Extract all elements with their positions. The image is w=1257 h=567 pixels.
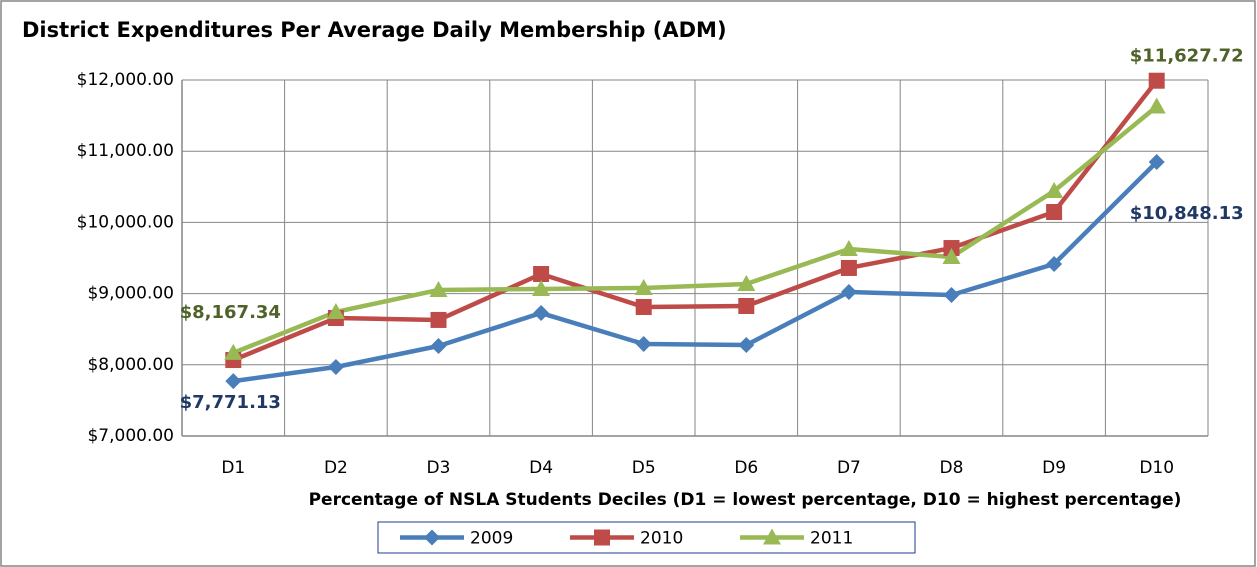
data-label: $10,848.13 [1130,203,1244,224]
data-point [839,240,858,257]
data-point [1148,154,1165,171]
data-point [738,337,755,354]
data-point [532,279,551,296]
series-line [232,79,1159,363]
y-tick-label: $11,000.00 [77,141,174,161]
data-point [840,284,857,301]
data-point [326,302,345,319]
data-point [634,278,653,295]
data-point [533,266,550,283]
data-label: $11,627.72 [1130,46,1244,67]
data-point [1046,204,1063,221]
x-tick-label: D9 [1042,458,1066,478]
legend-marker [424,529,440,546]
data-point [1148,72,1165,89]
legend-label: 2011 [810,529,853,549]
data-point [430,338,447,355]
legend-marker [594,529,610,546]
y-tick-label: $10,000.00 [77,212,174,232]
data-point [635,298,652,315]
data-point [1046,255,1063,272]
data-point [1045,182,1064,199]
x-tick-label: D2 [324,458,348,478]
x-axis-title: Percentage of NSLA Students Deciles (D1 … [309,490,1182,510]
data-point [430,311,447,328]
y-tick-label: $12,000.00 [77,70,174,90]
y-tick-label: $9,000.00 [87,284,174,304]
x-tick-label: D7 [837,458,861,478]
data-point [224,343,243,360]
legend-box [377,521,916,554]
x-tick-label: D6 [734,458,758,478]
data-point [840,259,857,276]
data-label: $7,771.13 [180,392,281,413]
data-point [943,287,960,304]
chart-title: District Expenditures Per Average Daily … [22,18,727,42]
data-point [533,305,550,322]
series-line [232,160,1159,384]
data-point [738,297,755,314]
data-point [429,280,448,297]
legend-marker [763,528,781,545]
legend-label: 2010 [640,529,683,549]
y-tick-label: $7,000.00 [87,426,174,446]
x-tick-label: D3 [427,458,451,478]
x-tick-label: D5 [632,458,656,478]
x-tick-label: D10 [1139,458,1174,478]
data-point [225,373,242,390]
data-point [737,274,756,291]
data-point [942,248,961,265]
data-point [327,359,344,376]
x-tick-label: D1 [221,458,245,478]
x-tick-label: D8 [940,458,964,478]
legend-label: 2009 [470,529,513,549]
data-point [1147,97,1166,114]
x-tick-label: D4 [529,458,553,478]
data-label: $8,167.34 [180,302,281,323]
data-point [635,336,652,353]
series-line [232,104,1159,355]
y-tick-label: $8,000.00 [87,355,174,375]
